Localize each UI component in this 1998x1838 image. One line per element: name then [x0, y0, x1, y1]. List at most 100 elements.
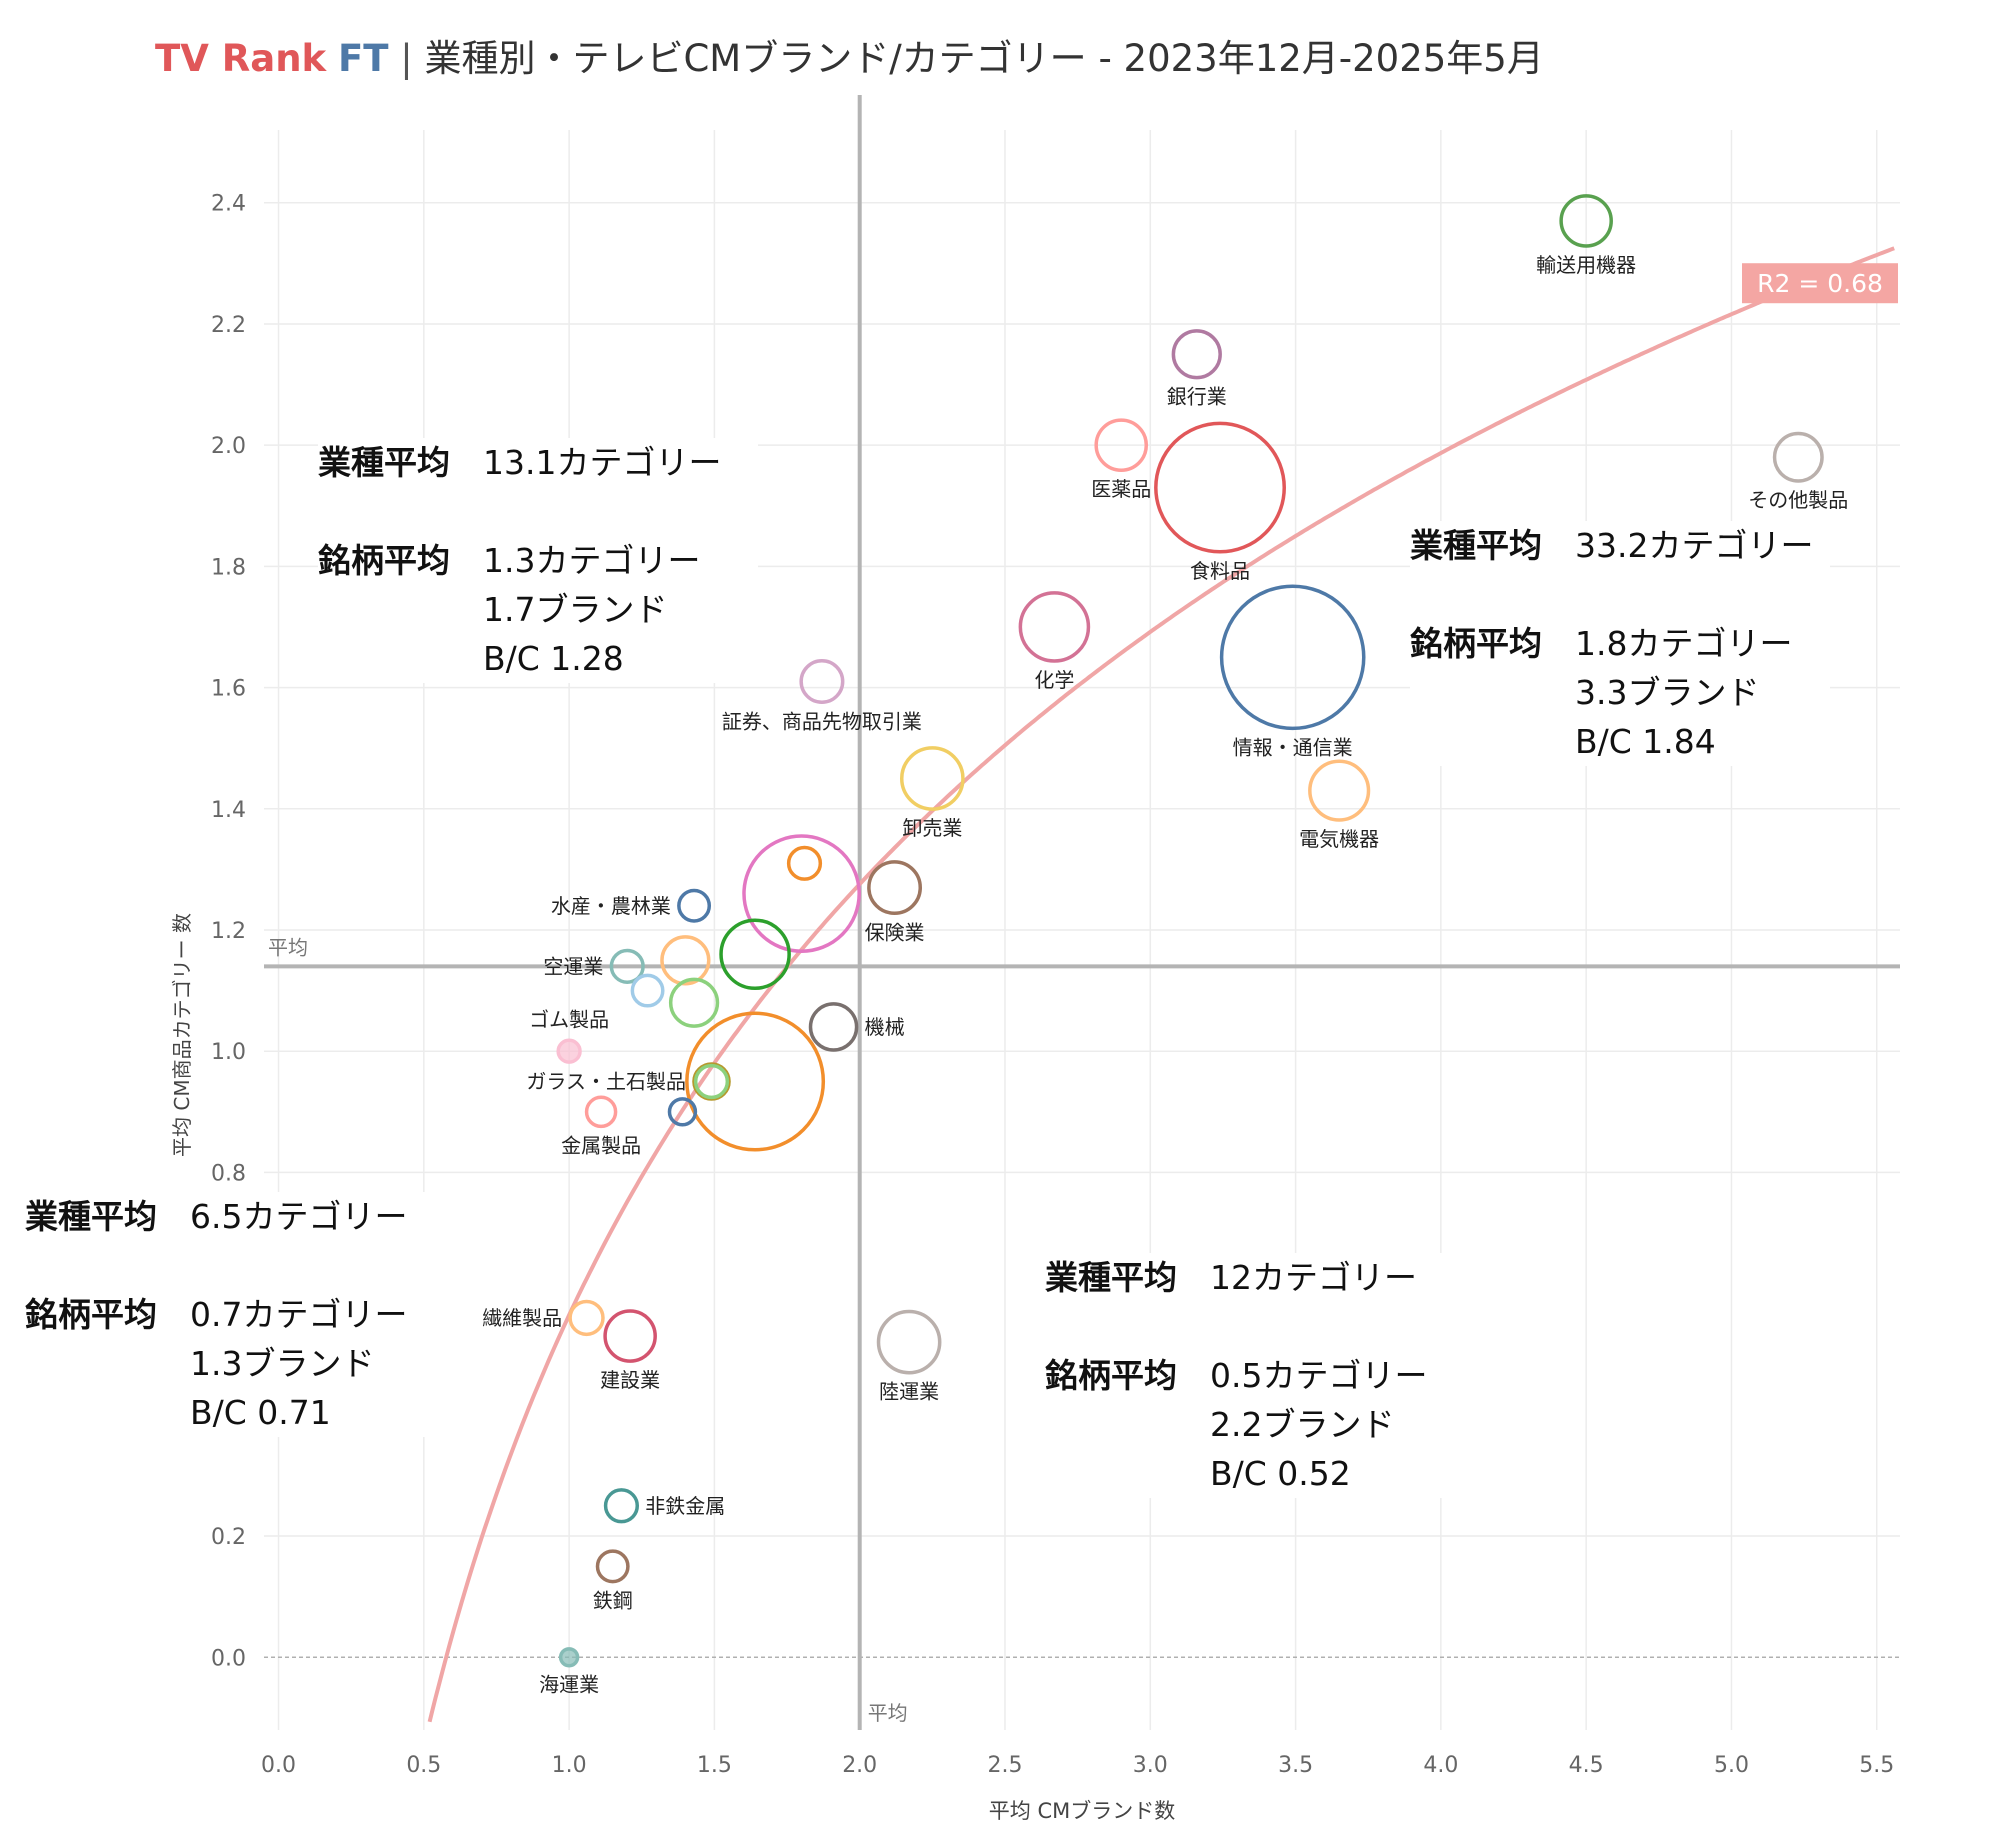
y-tick-label: 1.2 [211, 919, 246, 944]
r2-badge [1742, 263, 1898, 304]
bubble-point [685, 1011, 826, 1152]
x-tick-label: 5.0 [1714, 1753, 1749, 1778]
brand-avg-category: 1.8カテゴリー [1575, 624, 1793, 663]
quadrant-bottom-left-summary: 業種平均 6.5カテゴリー 銘柄平均 0.7カテゴリー 1.3ブランド B/C 0… [25, 1192, 440, 1437]
brand-avg-label: 銘柄平均 [1410, 624, 1542, 663]
x-axis-title: 平均 CMブランド数 [989, 1799, 1175, 1823]
point-label: 証券、商品先物取引業 [722, 709, 922, 733]
y-tick-label: 1.8 [211, 555, 246, 580]
y-axis-title: 平均 CM商品カテゴリー 数 [170, 913, 194, 1157]
y-tick-label: 1.6 [211, 677, 246, 702]
bubble-point [603, 1309, 657, 1363]
industry-avg-label: 業種平均 [318, 443, 450, 482]
bubble-point [595, 1549, 630, 1584]
industry-avg-value: 12カテゴリー [1210, 1258, 1417, 1297]
point-label: 金属製品 [561, 1133, 641, 1157]
bubble-point [1154, 421, 1286, 554]
bubble-point [667, 1097, 698, 1127]
brand-avg-bc: B/C 0.52 [1210, 1454, 1351, 1493]
point-label: 保険業 [865, 920, 925, 944]
title-separator: | [400, 37, 413, 80]
point-label: 非鉄金属 [645, 1494, 725, 1518]
industry-avg-value: 33.2カテゴリー [1575, 526, 1814, 565]
trend-layer: R2 = 0.68 [427, 246, 1898, 1723]
brand-avg-bc: B/C 1.84 [1575, 722, 1716, 761]
bubble-point [1018, 591, 1091, 663]
trend-line [427, 246, 1895, 1723]
point-label: 情報・通信業 [1233, 735, 1353, 759]
bubble-point [808, 1002, 859, 1052]
point-label: 食料品 [1190, 559, 1250, 583]
brand-avg-bc: B/C 0.71 [190, 1393, 331, 1432]
brand-avg-category: 0.7カテゴリー [190, 1295, 408, 1334]
industry-avg-label: 業種平均 [25, 1197, 157, 1236]
point-label: 鉄鋼 [593, 1589, 633, 1613]
bubble-point [668, 977, 720, 1028]
point-label: 陸運業 [879, 1380, 939, 1404]
bubble-point [1308, 759, 1371, 822]
bubble-point [900, 746, 965, 811]
point-label: 繊維製品 [482, 1306, 562, 1330]
point-label: その他製品 [1748, 488, 1848, 512]
point-label: ガラス・土石製品 [526, 1070, 686, 1094]
x-tick-label: 3.5 [1278, 1753, 1313, 1778]
point-label: 医薬品 [1091, 477, 1151, 501]
brand-avg-category: 1.3カテゴリー [483, 541, 701, 580]
bubble-point [867, 860, 922, 916]
point-label: 銀行業 [1167, 385, 1227, 409]
y-tick-label: 2.0 [211, 434, 246, 459]
bubble-point [660, 935, 711, 986]
quadrant-top-left-summary: 業種平均 13.1カテゴリー 銘柄平均 1.3カテゴリー 1.7ブランド B/C … [318, 438, 758, 683]
y-tick-label: 1.0 [211, 1040, 246, 1065]
industry-avg-label: 業種平均 [1410, 526, 1542, 565]
point-label: 電気機器 [1299, 827, 1379, 851]
bubble-point [876, 1309, 942, 1375]
point-label: 水産・農林業 [551, 894, 671, 918]
r2-label: R2 = 0.68 [1757, 269, 1883, 298]
avg-y-label: 平均 [268, 935, 308, 959]
brand-avg-brand: 1.7ブランド [483, 590, 668, 629]
bubble-point [1559, 194, 1613, 248]
axis-layer: 0.0 0.5 1.0 1.5 2.0 2.5 3.0 3.5 4.0 4.5 5.0 5.5 0.0 0… [170, 192, 1894, 1823]
bubble-point [584, 1095, 618, 1129]
bubble-point [719, 918, 791, 991]
x-tick-label: 4.5 [1569, 1753, 1604, 1778]
point-label: 輸送用機器 [1536, 253, 1636, 277]
brand-avg-category: 0.5カテゴリー [1210, 1356, 1428, 1395]
x-tick-label: 1.0 [552, 1753, 587, 1778]
point-label: 化学 [1034, 668, 1074, 692]
point-label: 空運業 [543, 954, 603, 978]
x-tick-label: 1.5 [697, 1753, 732, 1778]
bubble-point [693, 1063, 730, 1100]
y-tick-label: 2.4 [211, 192, 246, 217]
x-tick-label: 3.0 [1133, 1753, 1168, 1778]
y-tick-label: 2.2 [211, 313, 246, 338]
y-tick-label: 1.4 [211, 798, 246, 823]
y-tick-label: 0.8 [211, 1161, 246, 1186]
brand-avg-label: 銘柄平均 [318, 541, 450, 580]
bubble-point [1219, 584, 1366, 731]
industry-avg-value: 13.1カテゴリー [483, 443, 722, 482]
y-tick-label: 0.0 [211, 1646, 246, 1671]
industry-avg-value: 6.5カテゴリー [190, 1197, 408, 1236]
bubble-point [630, 973, 665, 1008]
quadrant-top-right-summary: 業種平均 33.2カテゴリー 銘柄平均 1.8カテゴリー 3.3ブランド B/C … [1410, 521, 1830, 766]
x-tick-label: 4.0 [1423, 1753, 1458, 1778]
quadrant-bottom-right-summary: 業種平均 12カテゴリー 銘柄平均 0.5カテゴリー 2.2ブランド B/C 0.… [1045, 1253, 1455, 1498]
industry-avg-label: 業種平均 [1045, 1258, 1177, 1297]
brand-avg-brand: 3.3ブランド [1575, 673, 1760, 712]
point-label: 卸売業 [902, 816, 962, 840]
bubble-point [1094, 418, 1149, 472]
brand-avg-brand: 2.2ブランド [1210, 1405, 1395, 1444]
bubble-point [677, 888, 712, 923]
title-text: 業種別・テレビCMブランド/カテゴリー - 2023年12月-2025年5月 [424, 37, 1544, 80]
x-tick-label: 0.0 [261, 1753, 296, 1778]
bubble-point [742, 834, 861, 953]
x-tick-label: 2.5 [987, 1753, 1022, 1778]
point-label: ゴム製品 [529, 1007, 609, 1031]
bubble-point [568, 1299, 605, 1337]
brand-avg-brand: 1.3ブランド [190, 1344, 375, 1383]
